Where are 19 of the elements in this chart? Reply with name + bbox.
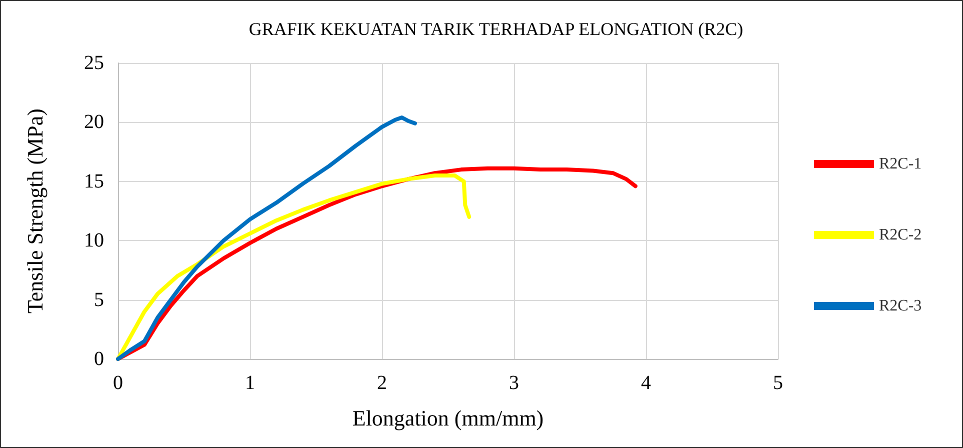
y-tick-label: 15 bbox=[84, 170, 104, 192]
x-tick-label: 3 bbox=[509, 372, 519, 394]
y-tick-label: 25 bbox=[84, 52, 104, 74]
y-tick-label: 20 bbox=[84, 111, 104, 134]
x-tick-label: 1 bbox=[245, 372, 255, 394]
x-tick-label: 4 bbox=[641, 372, 651, 394]
y-axis-title: Tensile Strength (MPa) bbox=[22, 108, 48, 314]
x-tick-label: 5 bbox=[773, 372, 783, 394]
legend-label: R2C-2 bbox=[879, 226, 922, 244]
chart-title: GRAFIK KEKUATAN TARIK TERHADAP ELONGATION (R2C) bbox=[248, 19, 744, 39]
x-tick-label: 0 bbox=[113, 372, 123, 394]
y-tick-label: 10 bbox=[84, 230, 104, 252]
line-series bbox=[116, 115, 417, 361]
x-tick-label: 2 bbox=[377, 372, 387, 394]
legend-label: R2C-3 bbox=[879, 298, 922, 314]
legend-label: R2C-1 bbox=[879, 156, 922, 172]
x-axis-title: Elongation (mm/mm) bbox=[352, 406, 544, 430]
y-tick-label: 0 bbox=[94, 348, 104, 370]
y-tick-label: 5 bbox=[94, 288, 104, 311]
